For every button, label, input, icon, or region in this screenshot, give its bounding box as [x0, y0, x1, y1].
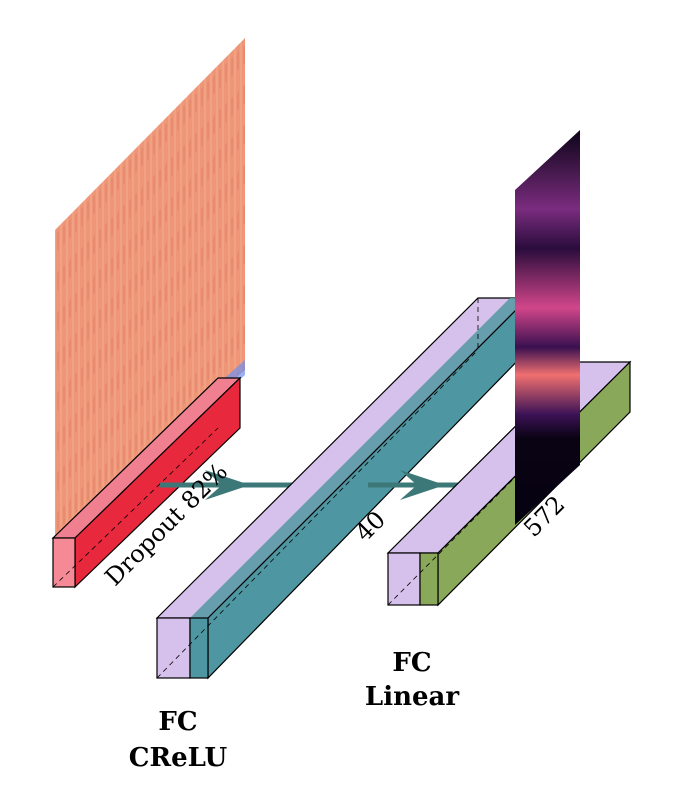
bar-front — [387, 552, 421, 606]
hidden-edge — [156, 349, 479, 679]
hidden-edge — [52, 427, 219, 588]
bar-front — [156, 617, 191, 679]
bar-front-green — [419, 552, 439, 606]
spectrogram — [515, 130, 580, 525]
arrow-head — [400, 470, 445, 500]
layer-subtitle: CReLU — [129, 743, 228, 773]
layer-title: FC — [158, 707, 197, 737]
layer-subtitle: Linear — [365, 682, 459, 712]
bar-front-teal — [189, 617, 209, 679]
layer-title: FC — [392, 648, 431, 678]
bar-top-teal — [190, 298, 528, 618]
heatmap — [55, 38, 245, 540]
arrow-head — [205, 470, 250, 500]
box-front — [52, 537, 76, 588]
